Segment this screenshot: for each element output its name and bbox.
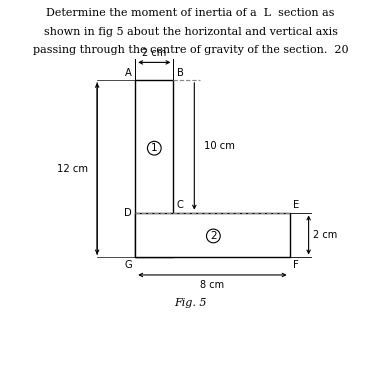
Text: 2 cm: 2 cm: [313, 230, 338, 240]
Text: 12 cm: 12 cm: [57, 164, 88, 174]
Text: Fig. 5: Fig. 5: [174, 298, 207, 308]
Text: 2 cm: 2 cm: [142, 48, 166, 58]
Text: 1: 1: [151, 143, 158, 153]
Text: 8 cm: 8 cm: [200, 280, 224, 290]
Text: shown in fig 5 about the horizontal and vertical axis: shown in fig 5 about the horizontal and …: [43, 27, 338, 37]
Text: 10 cm: 10 cm: [204, 141, 235, 151]
Text: 2: 2: [210, 231, 217, 241]
Bar: [135, 213, 290, 257]
Text: passing through the centre of gravity of the section.  20: passing through the centre of gravity of…: [33, 45, 348, 55]
Text: B: B: [177, 68, 184, 78]
Text: A: A: [125, 68, 132, 78]
Text: Determine the moment of inertia of a  L  section as: Determine the moment of inertia of a L s…: [46, 8, 335, 18]
Bar: [135, 80, 173, 257]
Text: F: F: [293, 259, 299, 269]
Text: E: E: [293, 200, 299, 211]
Text: C: C: [177, 200, 184, 211]
Text: G: G: [124, 259, 132, 269]
Text: D: D: [124, 207, 132, 218]
